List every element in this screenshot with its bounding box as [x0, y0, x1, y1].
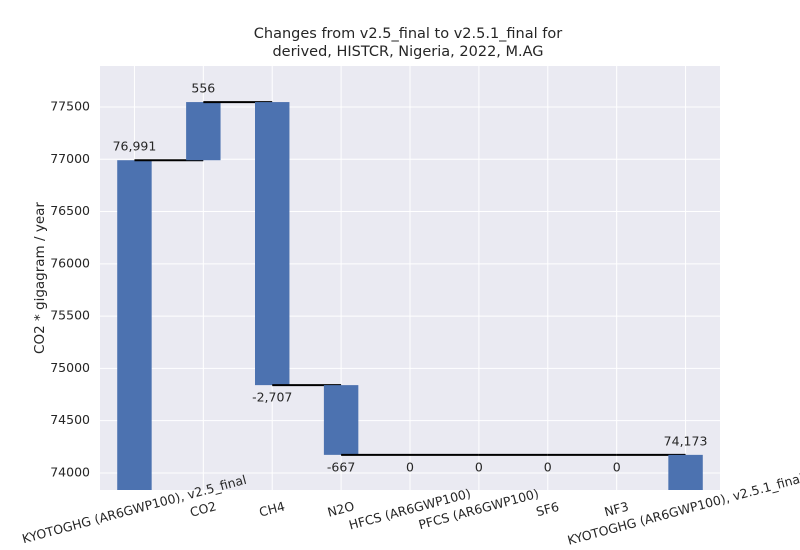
value-label: 76,991 [113, 139, 157, 154]
bar [255, 102, 290, 386]
y-tick-label: 74000 [50, 464, 90, 479]
y-tick-label: 76000 [50, 255, 90, 270]
y-tick-label: 75000 [50, 360, 90, 375]
value-label: 0 [544, 459, 552, 474]
value-label: -667 [327, 459, 355, 474]
bar [323, 385, 359, 455]
y-tick-label: 75500 [50, 308, 90, 323]
x-tick-label: N2O [326, 498, 356, 520]
value-label: -2,707 [252, 390, 292, 405]
y-axis-label: CO2 * gigagram / year [32, 202, 48, 354]
x-tick-label: SF6 [534, 499, 560, 519]
y-tick-label: 77000 [50, 151, 90, 166]
value-label: 0 [406, 459, 414, 474]
bar [186, 102, 221, 161]
value-label: 0 [613, 459, 621, 474]
y-tick-label: 77500 [50, 98, 90, 113]
bar [117, 160, 152, 490]
value-label: 74,173 [664, 433, 708, 448]
value-label: 0 [475, 459, 483, 474]
value-label: 556 [191, 81, 215, 96]
x-tick-label: NF3 [603, 499, 631, 520]
y-tick-label: 74500 [50, 412, 90, 427]
chart-title: derived, HISTCR, Nigeria, 2022, M.AG [272, 44, 543, 60]
x-tick-label: CH4 [257, 498, 286, 519]
y-tick-label: 76500 [50, 203, 90, 218]
x-tick-label: CO2 [188, 498, 218, 519]
chart-title: Changes from v2.5_final to v2.5.1_final … [254, 26, 562, 42]
bar [668, 454, 703, 490]
